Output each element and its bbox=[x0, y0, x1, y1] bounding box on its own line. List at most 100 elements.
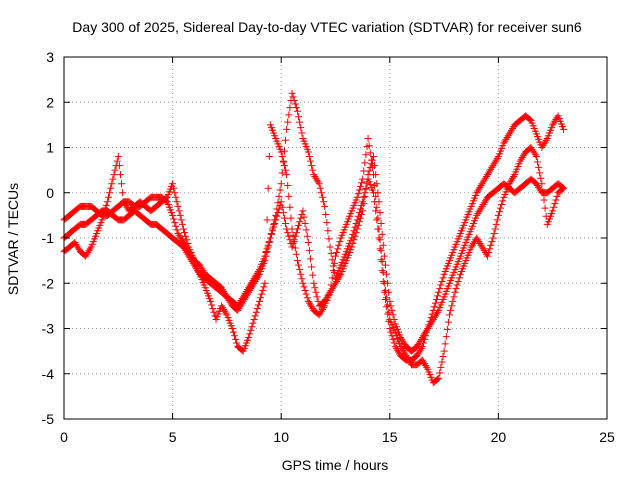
data-point bbox=[519, 152, 527, 160]
data-point bbox=[416, 337, 424, 345]
data-point bbox=[383, 270, 391, 278]
data-point bbox=[362, 185, 370, 193]
data-point bbox=[484, 171, 492, 179]
data-point bbox=[237, 296, 245, 304]
data-point bbox=[491, 225, 499, 233]
data-point bbox=[299, 279, 307, 287]
data-point bbox=[533, 158, 541, 166]
data-point bbox=[101, 205, 109, 213]
data-point bbox=[366, 149, 374, 157]
data-point bbox=[368, 163, 376, 171]
data-point bbox=[73, 242, 81, 250]
data-point bbox=[417, 335, 425, 343]
data-point bbox=[400, 339, 408, 347]
data-point bbox=[257, 294, 265, 302]
data-point bbox=[313, 176, 321, 184]
data-point bbox=[363, 178, 371, 186]
data-point bbox=[285, 192, 293, 200]
data-point bbox=[330, 259, 338, 267]
data-point bbox=[303, 294, 311, 302]
data-point bbox=[475, 208, 483, 216]
data-point bbox=[493, 216, 501, 224]
data-point bbox=[315, 180, 323, 188]
data-point bbox=[328, 285, 336, 293]
data-point bbox=[443, 325, 451, 333]
data-point bbox=[290, 96, 298, 104]
data-point bbox=[74, 244, 82, 252]
data-point bbox=[501, 137, 509, 145]
data-point bbox=[173, 226, 181, 234]
data-point bbox=[280, 147, 288, 155]
data-point bbox=[282, 220, 290, 228]
data-point bbox=[332, 252, 339, 260]
data-point bbox=[360, 193, 368, 201]
data-point bbox=[252, 308, 260, 316]
data-point bbox=[310, 279, 318, 287]
data-point bbox=[103, 198, 111, 206]
data-point bbox=[444, 318, 452, 326]
data-point bbox=[328, 256, 336, 264]
data-point bbox=[210, 308, 218, 316]
data-point bbox=[418, 334, 426, 342]
data-point bbox=[503, 134, 511, 142]
data-point bbox=[169, 211, 177, 219]
data-point bbox=[272, 216, 280, 224]
data-point bbox=[174, 202, 182, 210]
data-point bbox=[479, 245, 487, 253]
data-point bbox=[425, 323, 433, 331]
data-point bbox=[353, 193, 361, 201]
data-point bbox=[500, 139, 508, 147]
data-point bbox=[308, 162, 316, 170]
data-point bbox=[322, 210, 330, 218]
data-point bbox=[72, 240, 80, 248]
data-point bbox=[316, 309, 324, 317]
data-point bbox=[291, 244, 299, 252]
data-point bbox=[240, 291, 248, 299]
data-point bbox=[277, 198, 285, 206]
data-point bbox=[430, 314, 438, 322]
data-point bbox=[174, 229, 182, 237]
data-point bbox=[169, 180, 177, 188]
data-point bbox=[478, 202, 486, 210]
data-point bbox=[415, 339, 423, 347]
data-point bbox=[373, 203, 381, 211]
data-point bbox=[482, 172, 490, 180]
y-tick-label: -1 bbox=[42, 230, 55, 246]
data-point bbox=[473, 211, 481, 219]
data-point bbox=[248, 323, 256, 331]
data-point bbox=[245, 334, 253, 342]
data-point bbox=[184, 250, 192, 258]
data-point bbox=[384, 310, 392, 318]
data-point bbox=[371, 182, 379, 190]
data-point bbox=[384, 301, 392, 309]
data-point bbox=[261, 279, 269, 287]
y-tick-label: -5 bbox=[42, 411, 55, 427]
data-point bbox=[489, 234, 497, 242]
data-point bbox=[265, 153, 273, 161]
data-point bbox=[250, 315, 258, 323]
x-axis-title: GPS time / hours bbox=[282, 457, 389, 473]
data-point bbox=[171, 219, 179, 227]
data-point bbox=[424, 325, 432, 332]
data-point bbox=[311, 172, 319, 180]
data-point bbox=[241, 289, 249, 297]
data-point bbox=[358, 210, 366, 218]
data-point bbox=[359, 175, 367, 183]
data-point bbox=[208, 301, 216, 309]
data-point bbox=[532, 153, 540, 161]
data-point bbox=[300, 283, 308, 291]
data-point bbox=[327, 249, 335, 257]
data-point bbox=[434, 308, 442, 316]
data-point bbox=[374, 189, 382, 197]
data-point bbox=[279, 209, 287, 217]
data-point bbox=[479, 178, 487, 186]
x-tick-label: 0 bbox=[60, 429, 68, 445]
data-point bbox=[387, 302, 395, 310]
data-point bbox=[381, 261, 389, 269]
data-point bbox=[100, 209, 108, 217]
data-point bbox=[447, 306, 455, 314]
data-point bbox=[247, 280, 255, 288]
y-tick-label: 3 bbox=[46, 49, 54, 65]
data-point bbox=[372, 192, 380, 200]
